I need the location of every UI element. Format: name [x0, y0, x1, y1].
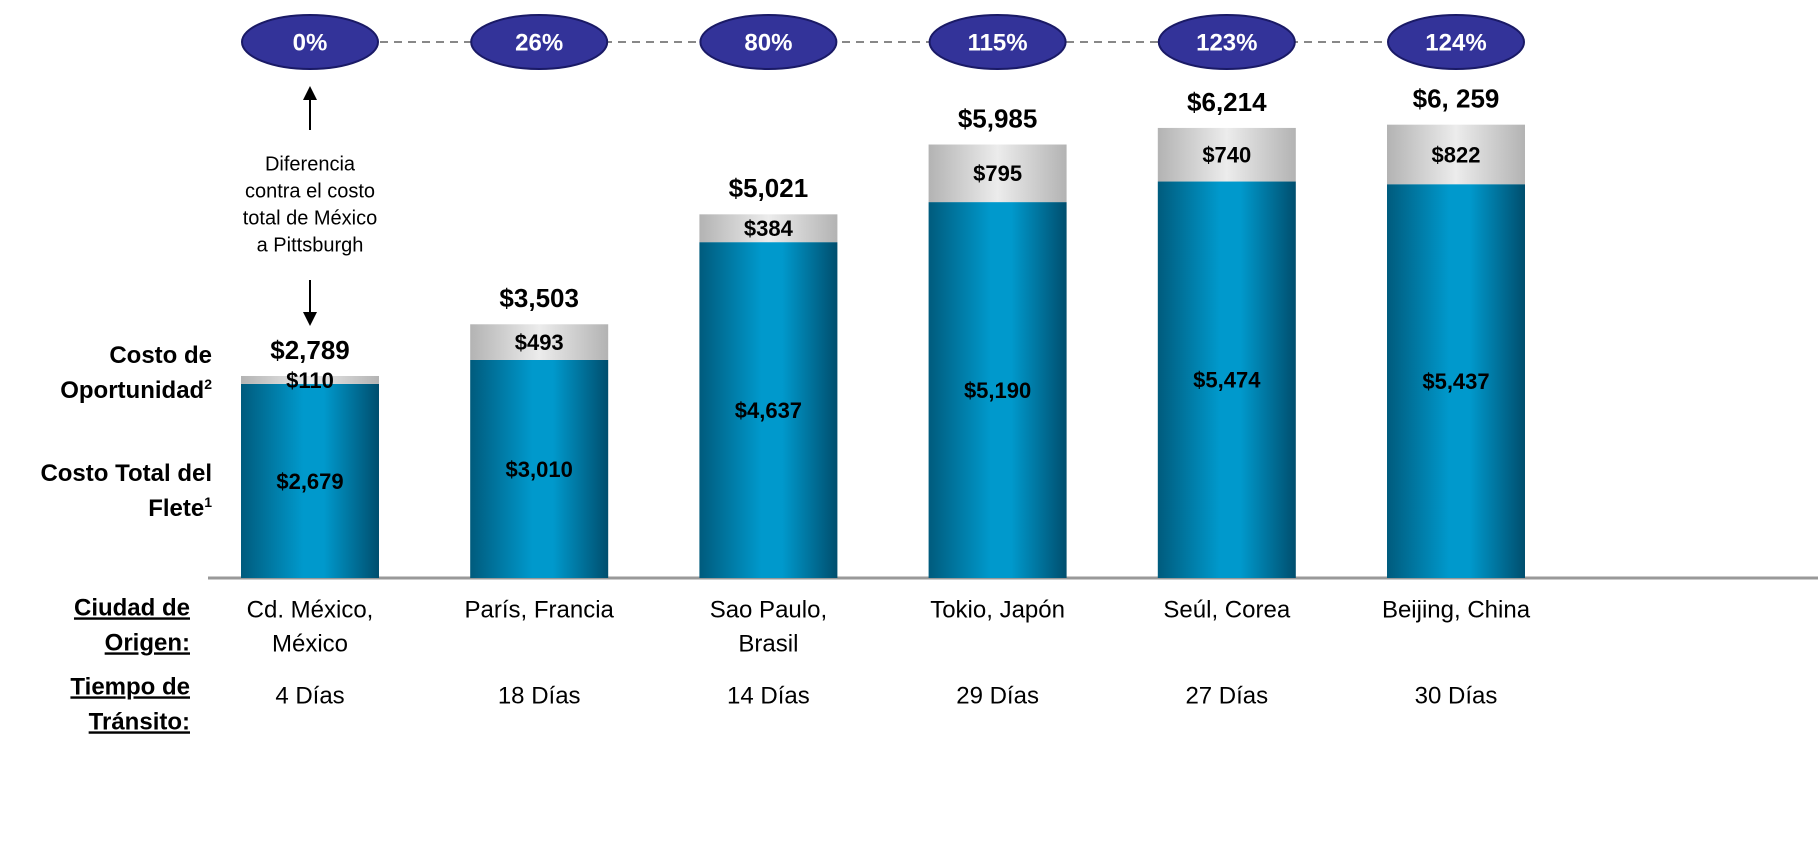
value-label: $2,679: [276, 469, 343, 494]
value-label: $5,190: [964, 378, 1031, 403]
transit-time: 30 Días: [1415, 682, 1498, 709]
value-label: $822: [1432, 142, 1481, 167]
legend-entry: Costo Total del Flete1: [12, 456, 212, 526]
bar-segment: [928, 202, 1067, 579]
x-tick-label: México: [272, 630, 348, 657]
row-header: Tránsito:: [89, 708, 190, 735]
value-label: $795: [973, 161, 1022, 186]
annotation: Diferencia: [265, 153, 356, 175]
arrow-head: [303, 86, 317, 100]
difference-badge: [699, 14, 838, 70]
value-label: $493: [515, 330, 564, 355]
annotation: contra el costo: [245, 180, 375, 202]
bar-segment: [241, 383, 379, 578]
difference-label: 124%: [1425, 29, 1486, 56]
transit-time: 29 Días: [956, 682, 1039, 709]
total-label: $5,985: [958, 103, 1038, 133]
bar-segment: [1157, 127, 1296, 182]
x-tick-label: Beijing, China: [1382, 596, 1531, 623]
footnote: 2: [204, 376, 212, 392]
value-label: $110: [286, 368, 334, 393]
bar-segment: [1387, 124, 1525, 185]
arrow-head: [303, 312, 317, 326]
value-label: $3,010: [506, 457, 573, 482]
x-tick-label: Sao Paulo,: [710, 596, 827, 623]
bar-segment: [1157, 181, 1296, 578]
difference-badge: [1157, 14, 1296, 70]
difference-badge: [1387, 14, 1525, 70]
difference-label: 26%: [515, 29, 563, 56]
value-label: $5,437: [1422, 369, 1489, 394]
row-header: Tiempo de: [70, 673, 190, 700]
total-label: $5,021: [729, 173, 809, 203]
legend-label: Costo de Oportunidad: [60, 342, 212, 404]
transit-time: 14 Días: [727, 682, 810, 709]
x-tick-label: Tokio, Japón: [930, 596, 1065, 623]
legend-label: Costo Total del Flete: [40, 460, 212, 522]
transit-time: 18 Días: [498, 682, 581, 709]
difference-label: 115%: [968, 29, 1028, 56]
difference-label: 123%: [1196, 29, 1257, 56]
annotation: total de México: [243, 207, 378, 229]
total-label: $2,789: [270, 335, 350, 365]
value-label: $4,637: [735, 398, 802, 423]
difference-badge: [241, 14, 379, 70]
total-label: $6,214: [1187, 87, 1267, 117]
row-header: Origen:: [105, 629, 190, 656]
difference-label: 80%: [744, 29, 792, 56]
bar-segment: [699, 242, 838, 578]
x-tick-label: Cd. México,: [247, 596, 374, 623]
bar-segment: [928, 144, 1067, 203]
difference-label: 0%: [293, 29, 328, 56]
total-label: $3,503: [499, 283, 579, 313]
transit-time: 4 Días: [275, 682, 344, 709]
bar-segment: [470, 359, 609, 578]
transit-time: 27 Días: [1185, 682, 1268, 709]
bar-segment: [1387, 184, 1525, 578]
x-tick-label: Seúl, Corea: [1163, 596, 1290, 623]
total-label: $6, 259: [1413, 84, 1500, 114]
row-header: Ciudad de: [74, 594, 190, 621]
difference-badge: [470, 14, 609, 70]
x-tick-label: Brasil: [738, 630, 798, 657]
bar-segment: [470, 324, 609, 360]
value-label: $740: [1202, 143, 1251, 168]
difference-badge: [928, 14, 1067, 70]
footnote: 1: [204, 494, 212, 510]
bar-segment: [241, 375, 379, 384]
value-label: $384: [744, 216, 794, 241]
x-tick-label: París, Francia: [465, 596, 615, 623]
annotation: a Pittsburgh: [257, 234, 364, 256]
bar-segment: [699, 214, 838, 243]
value-label: $5,474: [1193, 368, 1261, 393]
legend-entry: Costo de Oportunidad2: [12, 338, 212, 408]
